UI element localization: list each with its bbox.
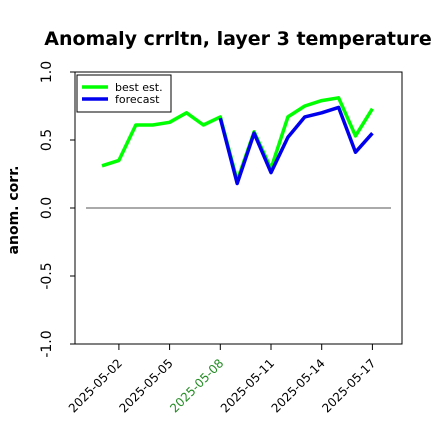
y-tick-label: -0.5 [39, 262, 55, 289]
legend-box [76, 74, 172, 113]
y-tick-label: 0.5 [39, 129, 55, 151]
x-tick-label: 2025-05-17 [319, 356, 378, 415]
chart-title: Anomaly crrltn, layer 3 temperature [44, 28, 432, 50]
y-tick-label: 1.0 [39, 61, 55, 83]
legend-label: forecast [115, 93, 160, 106]
y-tick-label: -1.0 [39, 330, 55, 357]
y-tick-label: 0.0 [39, 197, 55, 219]
legend-label: best est. [115, 81, 163, 94]
y-axis-label: anom. corr. [6, 166, 22, 255]
series-line-forecast [218, 105, 374, 186]
